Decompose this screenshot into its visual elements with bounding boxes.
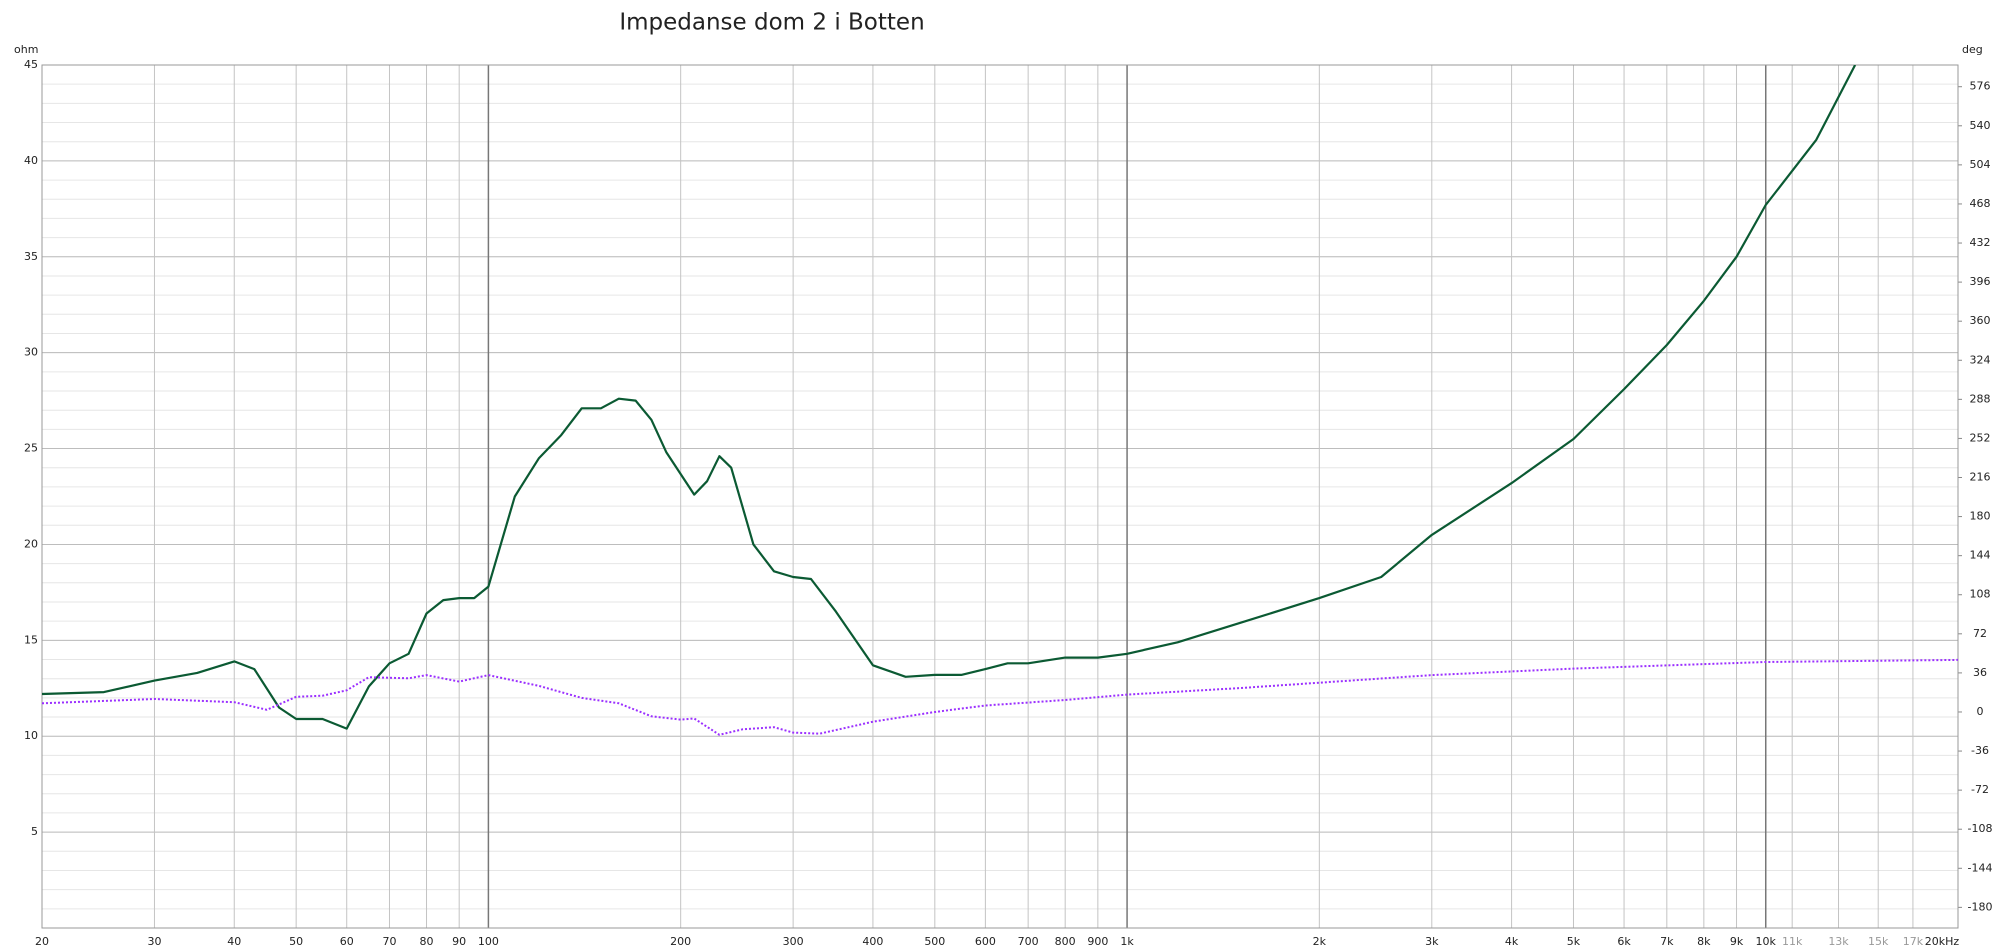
- y2-tick-label: 432: [1970, 236, 1991, 249]
- x-tick-label: 200: [670, 935, 691, 948]
- x-tick-label: 13k: [1828, 935, 1849, 948]
- y2-tick-label: 72: [1973, 627, 1987, 640]
- y-axis-label: ohm: [14, 43, 38, 56]
- y-tick-label: 25: [24, 442, 38, 455]
- y2-tick-label: -180: [1968, 900, 1993, 913]
- y2-tick-label: 324: [1970, 353, 1991, 366]
- y2-tick-label: 0: [1977, 705, 1984, 718]
- x-tick-label: 700: [1018, 935, 1039, 948]
- data-line: [42, 658, 1958, 736]
- x-tick-label: 4k: [1505, 935, 1519, 948]
- x-tick-label: 11k: [1782, 935, 1803, 948]
- x-tick-label: 7k: [1660, 935, 1674, 948]
- chart-title: Impedanse dom 2 i Botten: [619, 10, 924, 36]
- x-tick-label: 90: [452, 935, 466, 948]
- y-tick-label: 45: [24, 58, 38, 71]
- y-tick-label: 30: [24, 346, 38, 359]
- y2-tick-label: 468: [1970, 197, 1991, 210]
- x-tick-label: 9k: [1730, 935, 1744, 948]
- y2-tick-label: 216: [1970, 471, 1991, 484]
- y2-tick-label: -72: [1971, 783, 1989, 796]
- x-tick-label: 40: [227, 935, 241, 948]
- y2-axis-label: deg: [1962, 43, 1983, 56]
- x-tick-label: 17k: [1903, 935, 1924, 948]
- y-tick-label: 40: [24, 154, 38, 167]
- y2-tick-label: -144: [1968, 861, 1993, 874]
- x-tick-label: 15k: [1868, 935, 1889, 948]
- y2-tick-label: 396: [1970, 275, 1991, 288]
- x-tick-label: 2k: [1313, 935, 1327, 948]
- x-tick-label: 800: [1055, 935, 1076, 948]
- x-tick-label: 400: [862, 935, 883, 948]
- x-tick-label: 30: [147, 935, 161, 948]
- y2-tick-label: 144: [1970, 549, 1991, 562]
- y-tick-label: 15: [24, 633, 38, 646]
- y2-tick-label: 108: [1970, 588, 1991, 601]
- y2-tick-label: 360: [1970, 314, 1991, 327]
- x-tick-label: 10k: [1756, 935, 1777, 948]
- x-tick-label: 5k: [1567, 935, 1581, 948]
- x-tick-label: 300: [783, 935, 804, 948]
- x-tick-label: 100: [478, 935, 499, 948]
- x-tick-label: 20: [35, 935, 49, 948]
- y-tick-label: 20: [24, 537, 38, 550]
- y2-tick-label: 36: [1973, 666, 1987, 679]
- x-tick-label: 70: [382, 935, 396, 948]
- x-tick-label: 600: [975, 935, 996, 948]
- y2-tick-label: 540: [1970, 119, 1991, 132]
- plot-frame: [41, 64, 1959, 929]
- data-line: [42, 65, 1857, 730]
- y-tick-label: 5: [31, 825, 38, 838]
- y2-tick-label: -36: [1971, 744, 1989, 757]
- y2-tick-label: 576: [1970, 80, 1991, 93]
- y2-tick-label: -108: [1968, 822, 1993, 835]
- y2-tick-label: 504: [1970, 158, 1991, 171]
- y2-tick-label: 288: [1970, 392, 1991, 405]
- x-tick-label: 6k: [1617, 935, 1631, 948]
- x-tick-label: 20kHz: [1925, 935, 1960, 948]
- x-tick-label: 3k: [1425, 935, 1439, 948]
- x-tick-label: 900: [1087, 935, 1108, 948]
- y-tick-label: 10: [24, 729, 38, 742]
- x-tick-label: 60: [340, 935, 354, 948]
- y2-tick-label: 180: [1970, 510, 1991, 523]
- y-tick-label: 35: [24, 250, 38, 263]
- y2-tick-label: 252: [1970, 431, 1991, 444]
- x-tick-label: 500: [924, 935, 945, 948]
- x-tick-label: 1k: [1120, 935, 1134, 948]
- x-tick-label: 80: [420, 935, 434, 948]
- x-tick-label: 8k: [1697, 935, 1711, 948]
- x-tick-label: 50: [289, 935, 303, 948]
